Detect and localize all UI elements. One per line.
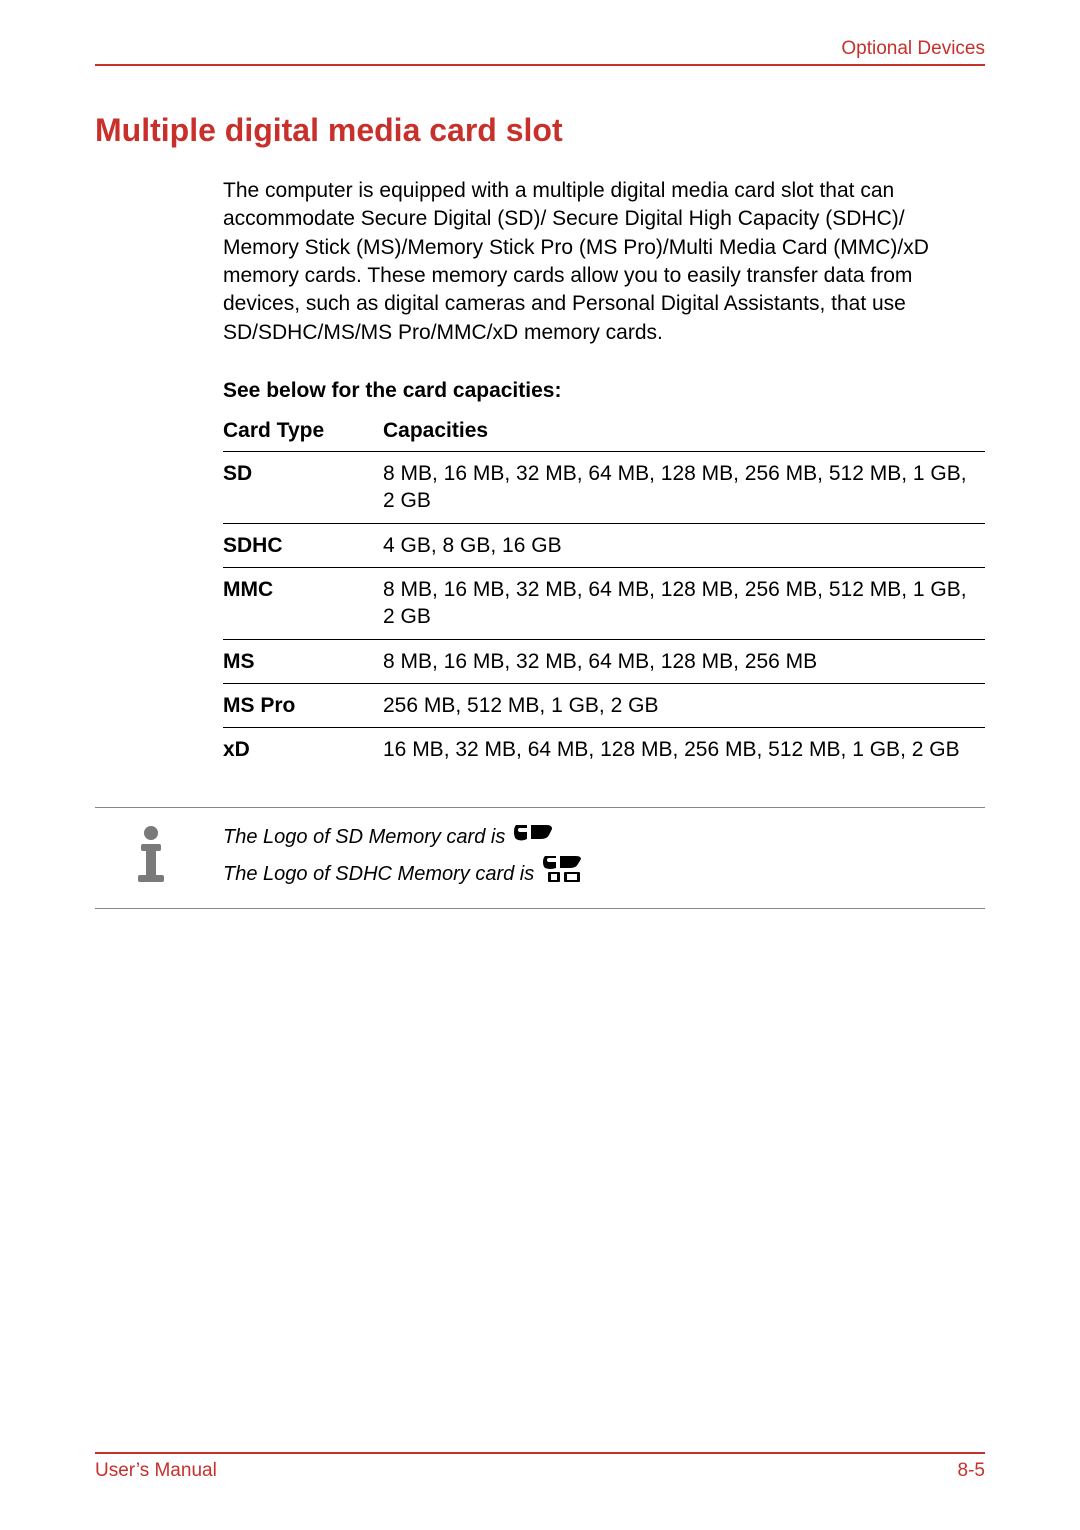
footer-rule	[95, 1452, 985, 1454]
cell-capacities: 8 MB, 16 MB, 32 MB, 64 MB, 128 MB, 256 M…	[383, 452, 985, 524]
cell-card-type: SD	[223, 452, 383, 524]
sd-logo-icon	[513, 821, 553, 854]
cell-capacities: 4 GB, 8 GB, 16 GB	[383, 523, 985, 567]
table-header-row: Card Type Capacities	[223, 411, 985, 452]
col-card-type: Card Type	[223, 411, 383, 452]
cell-card-type: MMC	[223, 567, 383, 639]
page: Optional Devices Multiple digital media …	[0, 0, 1080, 1530]
page-footer: User’s Manual 8-5	[95, 1452, 985, 1482]
capacities-subheading: See below for the card capacities:	[223, 379, 985, 403]
cell-card-type: xD	[223, 728, 383, 772]
col-capacities: Capacities	[383, 411, 985, 452]
table-row: SDHC 4 GB, 8 GB, 16 GB	[223, 523, 985, 567]
cell-capacities: 8 MB, 16 MB, 32 MB, 64 MB, 128 MB, 256 M…	[383, 639, 985, 683]
header-rule	[95, 64, 985, 66]
header-section-label: Optional Devices	[95, 38, 985, 60]
cell-capacities: 256 MB, 512 MB, 1 GB, 2 GB	[383, 683, 985, 727]
table-row: SD 8 MB, 16 MB, 32 MB, 64 MB, 128 MB, 25…	[223, 452, 985, 524]
cell-card-type: MS	[223, 639, 383, 683]
table-row: MMC 8 MB, 16 MB, 32 MB, 64 MB, 128 MB, 2…	[223, 567, 985, 639]
note-block: The Logo of SD Memory card is The Logo o…	[223, 807, 985, 909]
info-icon	[128, 825, 174, 885]
capacities-table: Card Type Capacities SD 8 MB, 16 MB, 32 …	[223, 411, 985, 771]
footer-row: User’s Manual 8-5	[95, 1460, 985, 1482]
footer-left: User’s Manual	[95, 1460, 217, 1482]
note-lines: The Logo of SD Memory card is The Logo o…	[223, 807, 985, 909]
note-text-1: The Logo of SD Memory card is	[223, 821, 505, 854]
cell-card-type: SDHC	[223, 523, 383, 567]
table-row: xD 16 MB, 32 MB, 64 MB, 128 MB, 256 MB, …	[223, 728, 985, 772]
note-line-2: The Logo of SDHC Memory card is	[223, 854, 985, 895]
cell-capacities: 16 MB, 32 MB, 64 MB, 128 MB, 256 MB, 512…	[383, 728, 985, 772]
footer-page-number: 8-5	[958, 1460, 985, 1482]
note-text-2: The Logo of SDHC Memory card is	[223, 858, 534, 891]
cell-card-type: MS Pro	[223, 683, 383, 727]
table-row: MS 8 MB, 16 MB, 32 MB, 64 MB, 128 MB, 25…	[223, 639, 985, 683]
note-line-1: The Logo of SD Memory card is	[223, 821, 985, 854]
cell-capacities: 8 MB, 16 MB, 32 MB, 64 MB, 128 MB, 256 M…	[383, 567, 985, 639]
intro-paragraph: The computer is equipped with a multiple…	[223, 177, 985, 347]
page-title: Multiple digital media card slot	[95, 112, 985, 149]
sdhc-logo-icon	[542, 854, 586, 895]
table-row: MS Pro 256 MB, 512 MB, 1 GB, 2 GB	[223, 683, 985, 727]
